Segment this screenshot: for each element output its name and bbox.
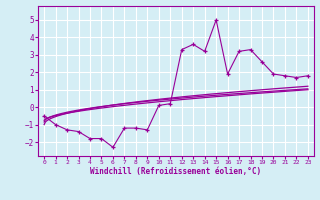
X-axis label: Windchill (Refroidissement éolien,°C): Windchill (Refroidissement éolien,°C) bbox=[91, 167, 261, 176]
